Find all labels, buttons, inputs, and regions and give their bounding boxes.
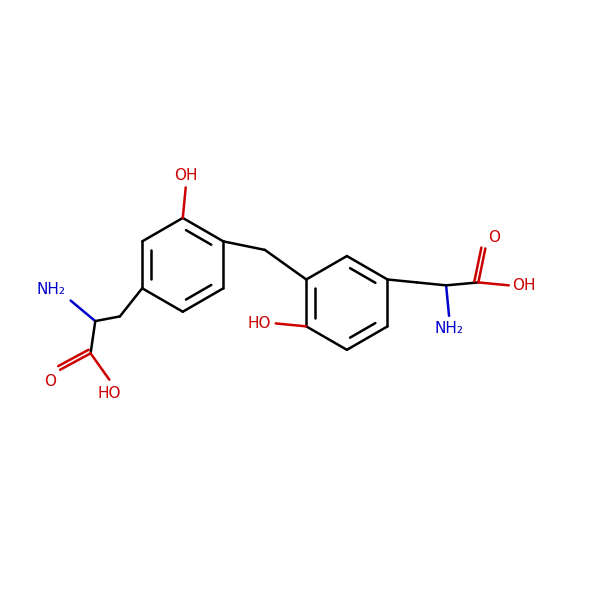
Text: OH: OH [174, 168, 197, 183]
Text: O: O [488, 230, 500, 245]
Text: O: O [44, 374, 56, 389]
Text: NH₂: NH₂ [434, 320, 464, 335]
Text: HO: HO [248, 316, 271, 331]
Text: NH₂: NH₂ [37, 282, 66, 297]
Text: OH: OH [512, 278, 536, 293]
Text: HO: HO [98, 386, 121, 401]
